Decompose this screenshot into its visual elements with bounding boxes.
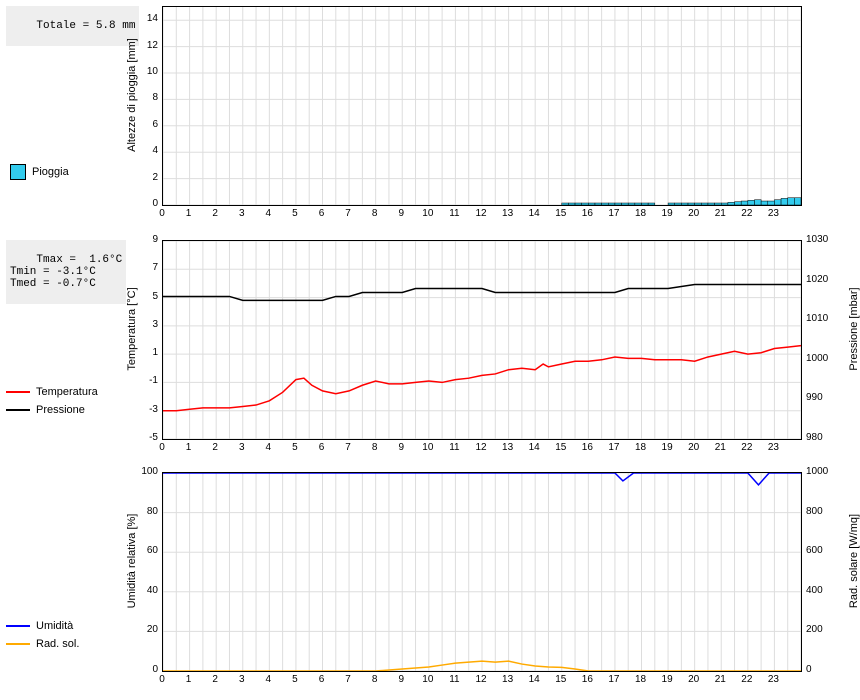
xtick: 23 <box>765 674 781 685</box>
xtick: 4 <box>260 208 276 219</box>
ylabel-right: Pressione [mbar] <box>848 249 860 409</box>
ytick-right: 1030 <box>806 234 828 245</box>
xtick: 4 <box>260 442 276 453</box>
xtick: 13 <box>500 208 516 219</box>
xtick: 15 <box>553 674 569 685</box>
ytick-right: 1020 <box>806 274 828 285</box>
xtick: 17 <box>606 208 622 219</box>
xtick: 21 <box>712 442 728 453</box>
xtick: 19 <box>659 208 675 219</box>
xtick: 11 <box>446 442 462 453</box>
xtick: 3 <box>234 442 250 453</box>
xtick: 5 <box>287 674 303 685</box>
xtick: 8 <box>367 674 383 685</box>
xtick: 3 <box>234 674 250 685</box>
xtick: 19 <box>659 442 675 453</box>
xtick: 17 <box>606 674 622 685</box>
xtick: 22 <box>739 442 755 453</box>
ytick-right: 990 <box>806 392 823 403</box>
ylabel-left: Altezze di pioggia [mm] <box>126 15 138 175</box>
xtick: 11 <box>446 674 462 685</box>
xtick: 18 <box>633 208 649 219</box>
xtick: 0 <box>154 674 170 685</box>
xtick: 21 <box>712 208 728 219</box>
xtick: 6 <box>314 674 330 685</box>
xtick: 7 <box>340 674 356 685</box>
ytick-left: 9 <box>128 234 158 245</box>
plot-area <box>162 6 802 206</box>
xtick: 9 <box>393 208 409 219</box>
ylabel-right: Rad. solare [W/mq] <box>848 481 860 641</box>
chart-panel-2: -5-3-11357998099010001010102010300123456… <box>0 240 860 468</box>
xtick: 1 <box>181 208 197 219</box>
chart-panel-3: 0204060801000200400600800100001234567891… <box>0 472 860 700</box>
ytick-left: 100 <box>128 466 158 477</box>
ytick-right: 0 <box>806 664 812 675</box>
xtick: 20 <box>686 208 702 219</box>
xtick: 19 <box>659 674 675 685</box>
xtick: 2 <box>207 208 223 219</box>
xtick: 22 <box>739 208 755 219</box>
xtick: 5 <box>287 442 303 453</box>
xtick: 1 <box>181 674 197 685</box>
xtick: 3 <box>234 208 250 219</box>
xtick: 20 <box>686 674 702 685</box>
xtick: 13 <box>500 674 516 685</box>
xtick: 10 <box>420 208 436 219</box>
ytick-right: 1000 <box>806 353 828 364</box>
ylabel-left: Temperatura [°C] <box>126 249 138 409</box>
xtick: 13 <box>500 442 516 453</box>
plot-area <box>162 472 802 672</box>
xtick: 12 <box>473 442 489 453</box>
xtick: 6 <box>314 208 330 219</box>
xtick: 15 <box>553 442 569 453</box>
xtick: 10 <box>420 442 436 453</box>
ytick-right: 800 <box>806 506 823 517</box>
xtick: 14 <box>526 208 542 219</box>
xtick: 14 <box>526 674 542 685</box>
xtick: 0 <box>154 442 170 453</box>
chart-panel-1: 0246810121401234567891011121314151617181… <box>0 6 860 234</box>
xtick: 8 <box>367 442 383 453</box>
page: Totale = 5.8 mm Pioggia Tmax = 1.6°C Tmi… <box>0 0 860 690</box>
xtick: 17 <box>606 442 622 453</box>
xtick: 23 <box>765 442 781 453</box>
xtick: 18 <box>633 442 649 453</box>
xtick: 16 <box>579 442 595 453</box>
xtick: 18 <box>633 674 649 685</box>
ytick-right: 1010 <box>806 313 828 324</box>
xtick: 7 <box>340 442 356 453</box>
xtick: 23 <box>765 208 781 219</box>
xtick: 16 <box>579 208 595 219</box>
xtick: 0 <box>154 208 170 219</box>
xtick: 1 <box>181 442 197 453</box>
xtick: 5 <box>287 208 303 219</box>
xtick: 2 <box>207 674 223 685</box>
xtick: 11 <box>446 208 462 219</box>
xtick: 12 <box>473 674 489 685</box>
ytick-right: 600 <box>806 545 823 556</box>
xtick: 16 <box>579 674 595 685</box>
xtick: 21 <box>712 674 728 685</box>
xtick: 6 <box>314 442 330 453</box>
ytick-right: 980 <box>806 432 823 443</box>
xtick: 14 <box>526 442 542 453</box>
xtick: 9 <box>393 674 409 685</box>
xtick: 7 <box>340 208 356 219</box>
ytick-right: 200 <box>806 624 823 635</box>
ytick-right: 400 <box>806 585 823 596</box>
xtick: 10 <box>420 674 436 685</box>
ytick-right: 1000 <box>806 466 828 477</box>
xtick: 22 <box>739 674 755 685</box>
xtick: 20 <box>686 442 702 453</box>
xtick: 9 <box>393 442 409 453</box>
xtick: 4 <box>260 674 276 685</box>
xtick: 15 <box>553 208 569 219</box>
plot-area <box>162 240 802 440</box>
xtick: 2 <box>207 442 223 453</box>
ylabel-left: Umidità relativa [%] <box>126 481 138 641</box>
xtick: 8 <box>367 208 383 219</box>
xtick: 12 <box>473 208 489 219</box>
